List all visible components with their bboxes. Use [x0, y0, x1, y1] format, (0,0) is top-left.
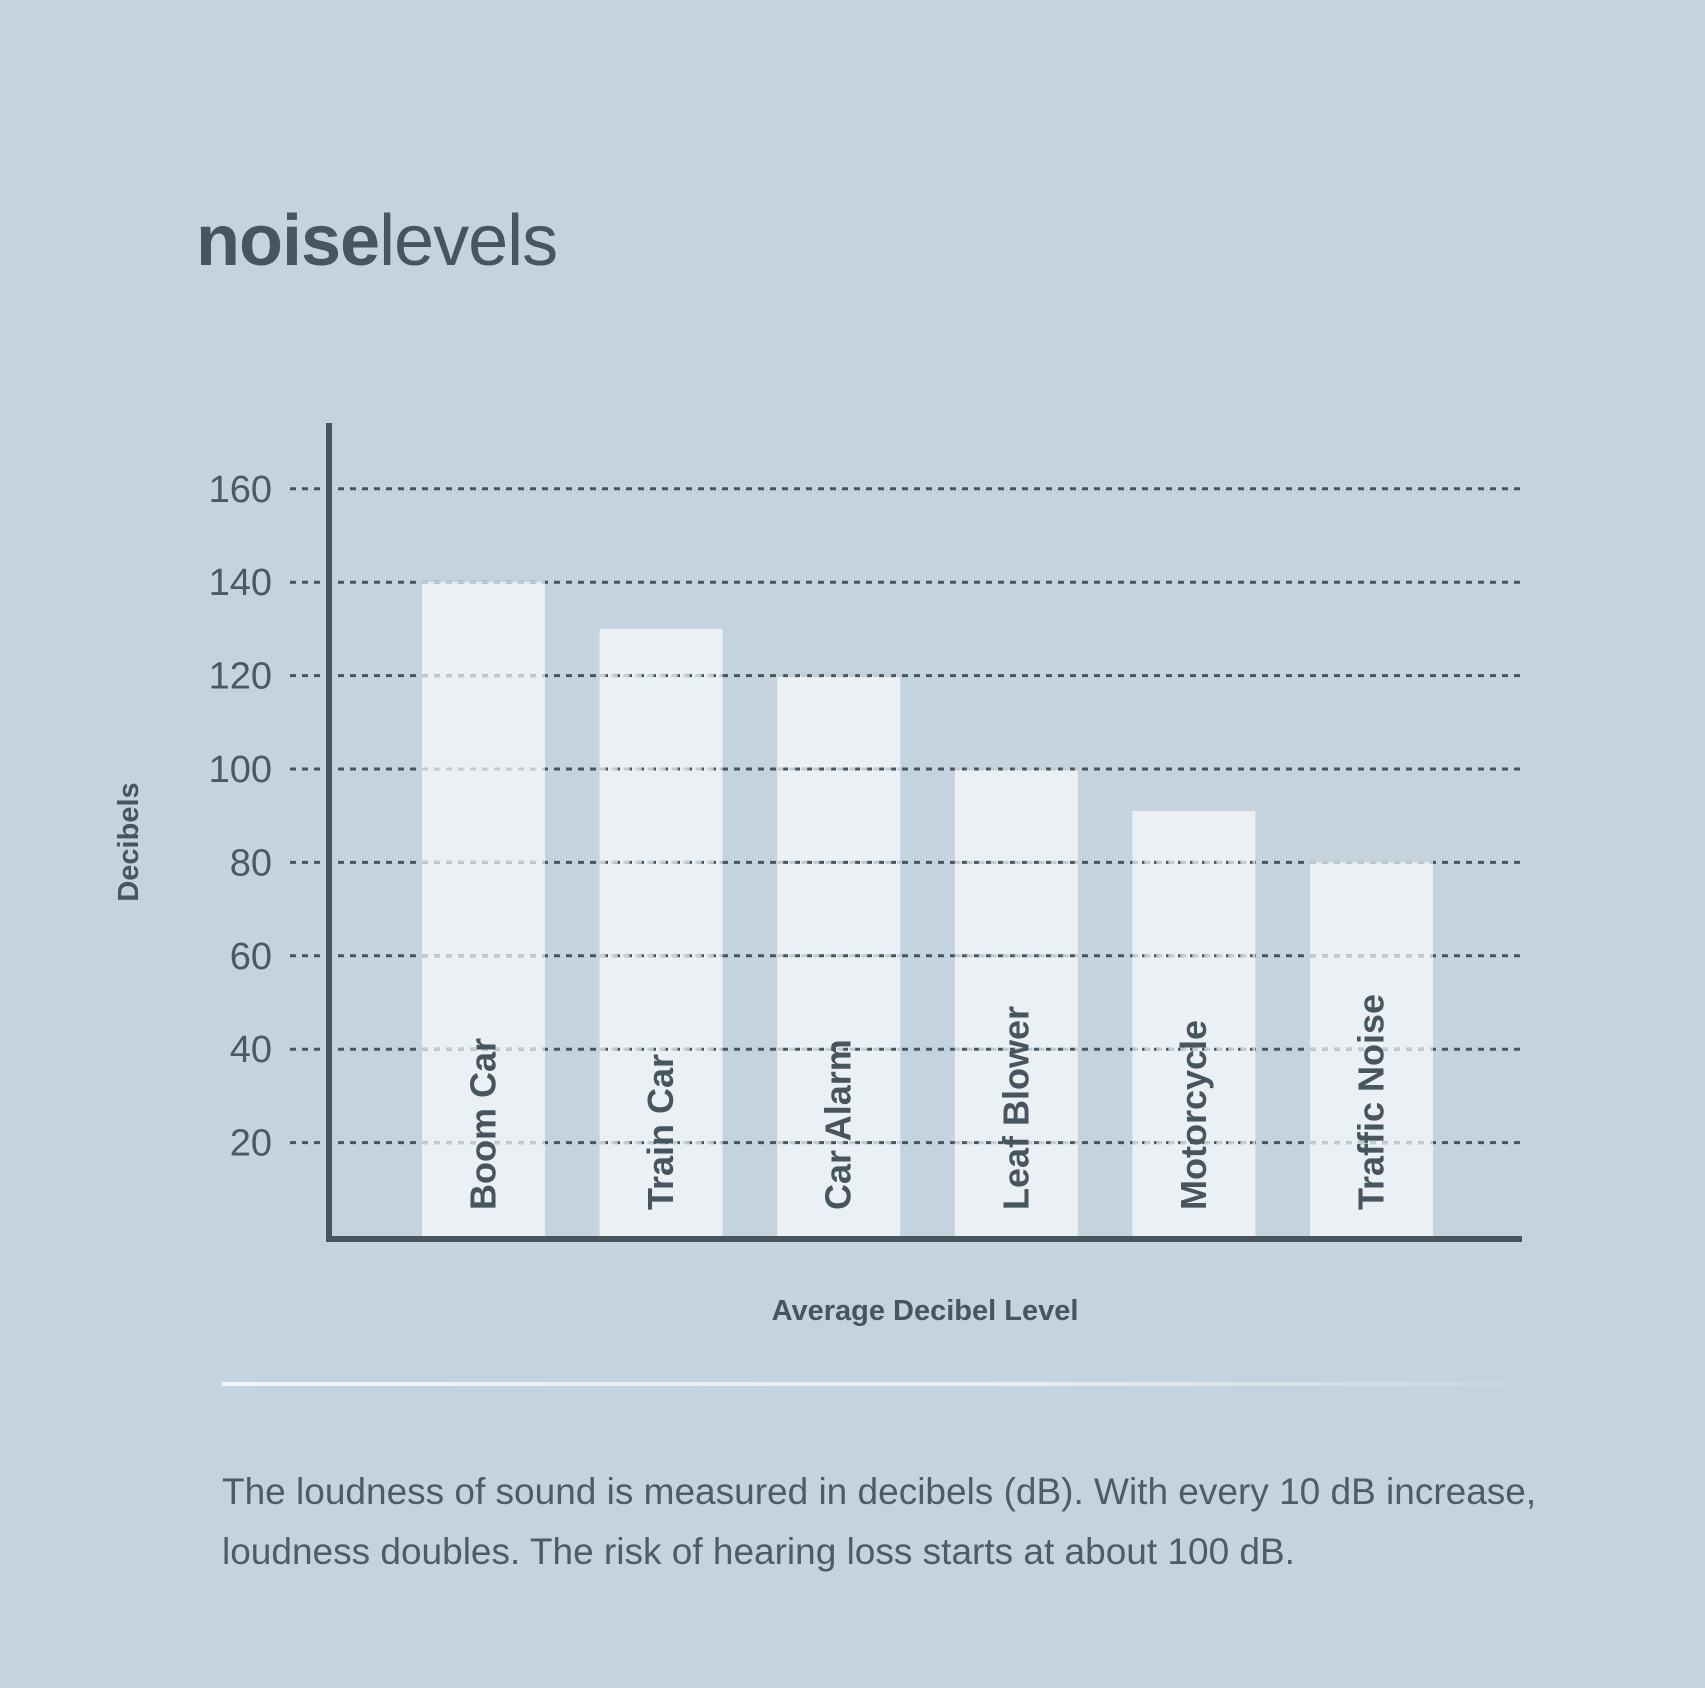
- bar: [1132, 811, 1256, 1236]
- description-text: The loudness of sound is measured in dec…: [222, 1471, 1537, 1572]
- bar: [954, 769, 1078, 1236]
- bar: [422, 582, 545, 1236]
- bar: [599, 628, 723, 1236]
- y-tick-label: 120: [209, 656, 272, 698]
- category-label: Leaf Blower: [995, 1006, 1036, 1210]
- bars: [422, 582, 1433, 1236]
- y-tick-label: 80: [230, 842, 272, 884]
- y-tick-label: 160: [209, 469, 272, 511]
- bar-chart: 20 40 60 80 100 120 140 160 Boom Car Train Car Ca…: [113, 423, 1522, 1327]
- title-bold-part: noise: [196, 201, 380, 281]
- y-axis-title: Decibels: [113, 782, 145, 901]
- category-labels: Boom Car Train Car Car Alarm Leaf Blower Mot…: [463, 994, 1392, 1210]
- category-label: Boom Car: [463, 1038, 504, 1210]
- y-tick-label: 40: [230, 1029, 272, 1071]
- y-tick-label: 20: [230, 1123, 272, 1165]
- divider-line: [222, 1382, 1582, 1386]
- axes: [326, 423, 1522, 1242]
- chart-title: noiselevels: [196, 205, 558, 277]
- y-tick-label: 100: [209, 749, 272, 791]
- category-label: Car Alarm: [818, 1039, 859, 1210]
- title-light-part: levels: [379, 201, 558, 281]
- category-label: Traffic Noise: [1351, 994, 1392, 1210]
- y-tick-label: 140: [209, 562, 272, 604]
- category-label: Train Car: [640, 1054, 681, 1210]
- y-tick-label: 60: [230, 936, 272, 978]
- y-tick-labels: 20 40 60 80 100 120 140 160: [209, 469, 1522, 1165]
- x-axis-title: Average Decibel Level: [772, 1295, 1079, 1327]
- category-label: Motorcycle: [1173, 1020, 1214, 1210]
